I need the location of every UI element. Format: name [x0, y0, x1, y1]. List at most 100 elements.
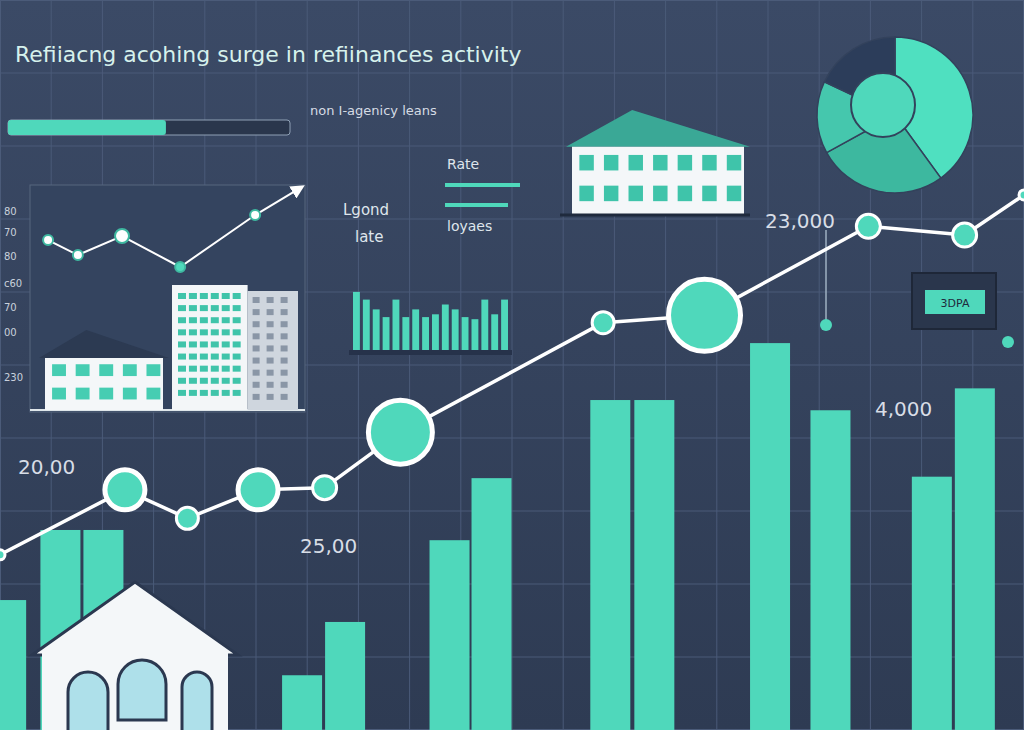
line-annotation: 4,000	[875, 397, 932, 421]
window	[267, 333, 274, 339]
window	[233, 341, 241, 347]
window	[200, 329, 208, 335]
inset-panel	[30, 185, 305, 412]
main-marker	[105, 470, 145, 510]
window	[281, 382, 288, 388]
window	[267, 358, 274, 364]
label-box-inner	[925, 290, 985, 314]
window	[267, 345, 274, 351]
window	[579, 186, 593, 202]
window	[189, 390, 197, 396]
window	[281, 370, 288, 376]
window	[233, 305, 241, 311]
subtitle: non I-agenicy leans	[310, 103, 437, 118]
window	[211, 378, 219, 384]
side-label: 230	[4, 372, 23, 383]
main-marker	[856, 214, 880, 238]
window	[146, 388, 160, 400]
window	[267, 370, 274, 376]
window	[178, 366, 186, 372]
window	[267, 321, 274, 327]
window	[222, 341, 230, 347]
bar	[282, 675, 322, 730]
main-marker	[953, 223, 977, 247]
window	[222, 354, 230, 360]
window	[211, 354, 219, 360]
roof	[32, 582, 238, 655]
window	[281, 333, 288, 339]
window	[200, 293, 208, 299]
window	[678, 155, 692, 171]
window	[629, 155, 643, 171]
window	[222, 390, 230, 396]
window	[281, 297, 288, 303]
window	[182, 672, 212, 730]
window	[76, 388, 90, 400]
window	[200, 390, 208, 396]
small-bar	[412, 309, 419, 350]
small-bar	[472, 319, 479, 350]
window	[727, 155, 741, 171]
top-house	[566, 110, 750, 215]
main-marker	[669, 279, 741, 351]
roof	[39, 330, 169, 358]
bottom-house	[32, 582, 238, 730]
window	[233, 354, 241, 360]
drop-dot	[1002, 336, 1014, 348]
side-label: 00	[4, 327, 17, 338]
roof	[566, 110, 750, 147]
window	[211, 329, 219, 335]
annotation: Rate	[447, 156, 479, 172]
window	[629, 186, 643, 202]
window	[178, 293, 186, 299]
small-bar	[452, 309, 459, 350]
background	[0, 0, 1024, 730]
side-label: 80	[4, 251, 17, 262]
small-bar	[383, 317, 390, 350]
ground-line	[560, 214, 750, 217]
inset-marker	[250, 210, 260, 220]
window	[253, 321, 260, 327]
window	[222, 378, 230, 384]
window	[222, 329, 230, 335]
window	[189, 317, 197, 323]
grid-line	[512, 0, 513, 730]
bar	[912, 477, 952, 730]
window	[233, 329, 241, 335]
window	[233, 378, 241, 384]
bar	[325, 622, 365, 730]
side-label: c60	[4, 278, 22, 289]
main-line-group	[0, 190, 1024, 560]
main-marker	[1019, 190, 1024, 200]
title: Refiiacng acohing surge in refiinances a…	[15, 42, 522, 67]
main-marker	[238, 470, 278, 510]
window	[604, 155, 618, 171]
line-annotation: 25,00	[300, 534, 357, 558]
window	[702, 186, 716, 202]
legend-stroke	[445, 183, 520, 187]
window	[233, 293, 241, 299]
annotation: late	[355, 228, 383, 246]
window	[200, 354, 208, 360]
line-annotation: 23,000	[765, 209, 835, 233]
small-bar	[373, 309, 380, 350]
main-marker	[176, 507, 198, 529]
window	[281, 321, 288, 327]
window	[200, 305, 208, 311]
bar	[810, 410, 850, 730]
window	[200, 341, 208, 347]
window	[178, 317, 186, 323]
window	[211, 341, 219, 347]
label-box	[912, 273, 996, 329]
window	[211, 305, 219, 311]
window	[68, 672, 108, 730]
wall	[45, 358, 163, 410]
small-bar	[393, 300, 400, 350]
window	[189, 341, 197, 347]
inset-marker	[115, 229, 129, 243]
window	[267, 309, 274, 315]
progress-fill	[8, 120, 166, 135]
window	[178, 305, 186, 311]
window	[253, 370, 260, 376]
small-bar	[462, 317, 469, 350]
